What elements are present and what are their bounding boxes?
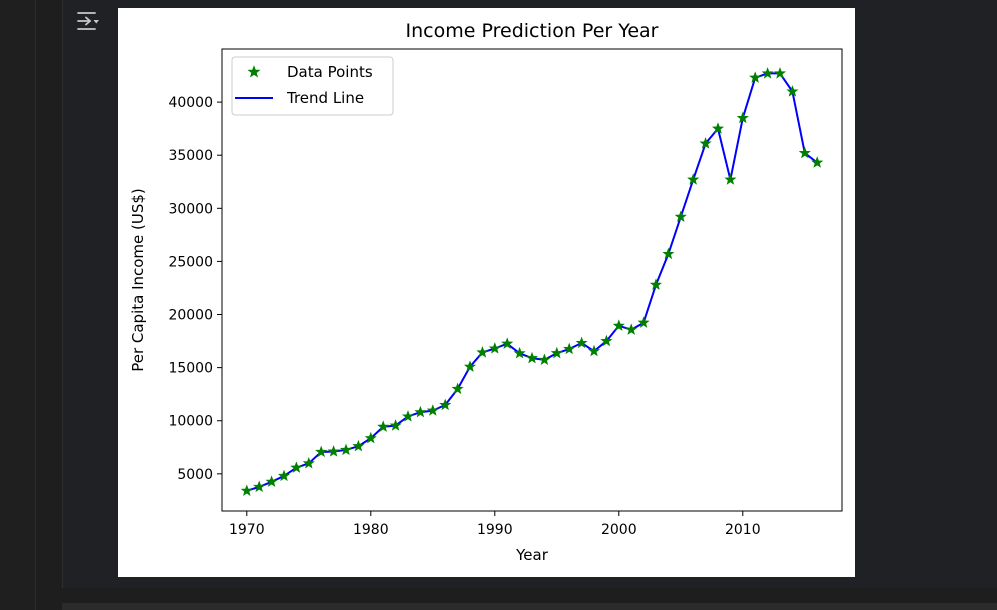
- data-point: [265, 475, 278, 487]
- data-point: [439, 398, 452, 411]
- plot-frame: [221, 48, 843, 512]
- data-point: [773, 67, 787, 79]
- data-point: [637, 316, 650, 328]
- data-point: [550, 346, 563, 359]
- data-point: [538, 353, 551, 366]
- data-point: [587, 344, 601, 357]
- data-point: [364, 431, 377, 444]
- data-point: [463, 360, 477, 372]
- data-point: [811, 156, 824, 168]
- data-point: [699, 137, 712, 149]
- data-point: [687, 173, 700, 185]
- data-point: [339, 443, 353, 456]
- output-collapse-icon: [77, 12, 99, 30]
- data-point: [724, 173, 737, 185]
- data-point: [426, 404, 439, 416]
- data-point: [414, 405, 427, 418]
- data-point: [563, 342, 576, 355]
- x-axis-label: Year: [515, 546, 549, 564]
- legend-label-trend-line: Trend Line: [286, 89, 364, 107]
- data-point: [625, 323, 638, 335]
- data-point: [649, 278, 663, 290]
- x-tick-label: 1970: [229, 522, 265, 538]
- data-point: [501, 337, 514, 349]
- data-point: [352, 439, 365, 452]
- y-tick-label: 40000: [168, 95, 213, 111]
- data-point: [711, 122, 725, 134]
- data-point: [315, 445, 328, 458]
- data-point: [662, 247, 675, 260]
- x-tick-label: 1980: [353, 522, 389, 538]
- data-point: [612, 319, 625, 331]
- data-point: [240, 484, 253, 496]
- y-tick-label: 10000: [168, 414, 213, 430]
- data-point: [525, 351, 539, 364]
- data-point: [290, 461, 303, 473]
- data-point: [600, 334, 613, 347]
- data-point: [575, 336, 588, 349]
- left-gutter: [0, 0, 36, 610]
- data-point: [253, 480, 266, 493]
- data-point: [761, 67, 774, 79]
- data-point: [476, 346, 489, 358]
- y-tick-label: 30000: [168, 201, 213, 217]
- data-point: [401, 410, 415, 422]
- data-point: [736, 111, 749, 124]
- next-cell-edge: [62, 603, 997, 610]
- legend: Data Points Trend Line: [231, 56, 394, 116]
- y-tick-label: 15000: [168, 361, 213, 377]
- data-point: [674, 210, 687, 222]
- y-tick-label: 5000: [177, 467, 213, 483]
- data-point: [451, 382, 464, 395]
- legend-box: [231, 56, 394, 116]
- y-tick-label: 20000: [168, 308, 213, 324]
- legend-marker-data-points: [247, 65, 261, 78]
- legend-label-data-points: Data Points: [287, 63, 373, 81]
- x-tick-label: 2000: [601, 522, 637, 538]
- data-point: [277, 469, 291, 482]
- chart-figure: Income Prediction Per Year 1970 1980 1990 2…: [118, 8, 855, 577]
- chart-svg: Income Prediction Per Year 1970 1980 1990 2…: [129, 20, 843, 564]
- y-tick-label: 25000: [168, 254, 213, 270]
- legend-star-icon: [247, 65, 261, 78]
- x-tick-label: 2010: [725, 522, 761, 538]
- data-point: [798, 146, 811, 159]
- y-axis-label: Per Capita Income (US$): [129, 188, 147, 372]
- trend-line: [246, 72, 818, 492]
- output-toggle-button[interactable]: [74, 8, 102, 34]
- data-point: [327, 445, 340, 457]
- data-point: [389, 419, 402, 431]
- x-tick-label: 1990: [477, 522, 513, 538]
- data-point: [377, 420, 390, 432]
- data-point: [488, 342, 501, 354]
- data-point: [786, 85, 799, 97]
- chart-title: Income Prediction Per Year: [406, 20, 659, 42]
- data-point: [513, 346, 526, 359]
- y-tick-label: 35000: [168, 148, 213, 164]
- data-point: [749, 71, 762, 83]
- data-point: [302, 456, 315, 469]
